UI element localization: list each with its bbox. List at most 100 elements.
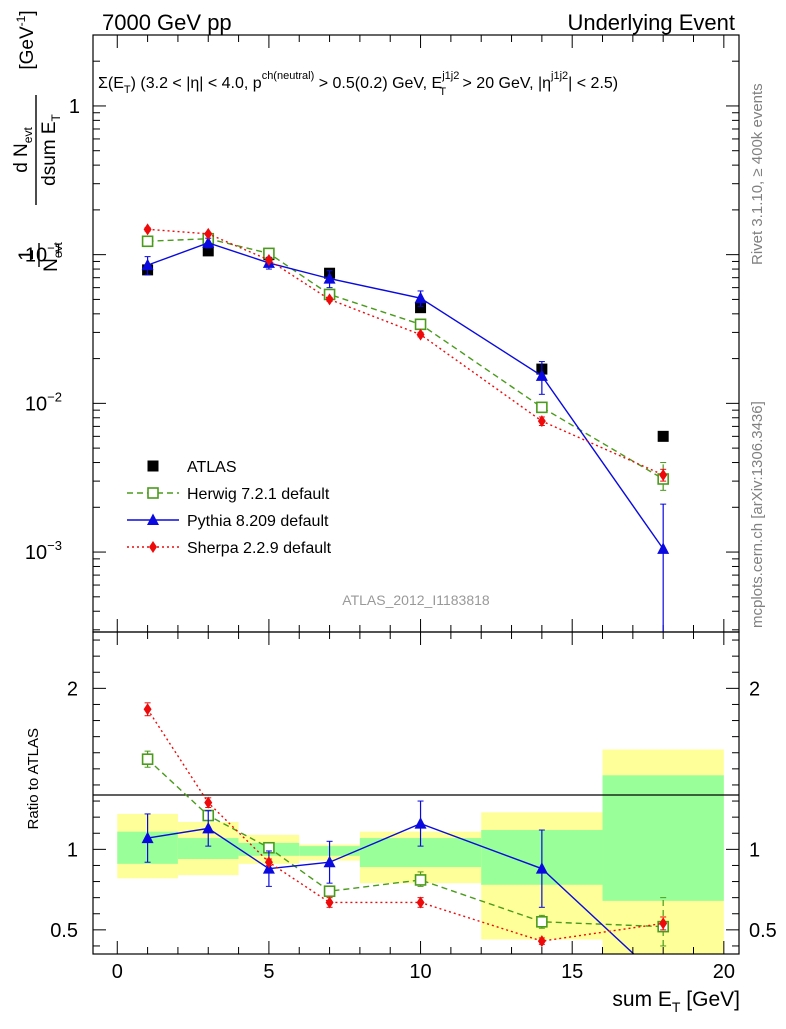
ratio-point [325, 896, 334, 909]
ratio-y-tick-label: 2 [67, 678, 78, 700]
svg-text:dsum ET: dsum ET [39, 113, 63, 185]
ratio-panel: 2 2 1 1 0.5 0.5 0 5 10 15 20 Ratio to ATLAS sum E… [25, 631, 777, 1015]
ratio-y-tick-label-right: 0.5 [749, 920, 777, 942]
title-sub-T2: T [439, 86, 446, 98]
main-point [202, 245, 214, 257]
main-point [657, 430, 669, 442]
ratio-frame [92, 631, 740, 955]
ratio-point [535, 862, 548, 874]
main-point [204, 227, 213, 240]
title-sub-T: T [124, 84, 131, 96]
legend-marker [147, 460, 159, 472]
main-title: Σ(ET) (3.2 < |η| < 4.0, pch(neutral) > 0… [98, 70, 618, 98]
ratio-bands [117, 749, 724, 954]
title-sigma: Σ(E [98, 75, 124, 92]
main-y-axis-label: 1 Nevt [15, 241, 65, 271]
ylabel-dnevt: d N [11, 143, 32, 173]
ratio-point [141, 831, 154, 844]
main-point [659, 468, 668, 481]
xlabel-text: sum E [612, 988, 672, 1011]
title-part1: ) (3.2 < |η| < 4.0, p [131, 75, 262, 92]
rivet-label: Rivet 3.1.10, ≥ 400k events [749, 83, 766, 265]
main-y-axis-unit: [GeV-1] [14, 10, 38, 69]
main-point [325, 293, 334, 306]
legend-marker [147, 513, 159, 525]
main-panel: 110−110−210−3 ATLAS_2012_I1183818 Σ(ET) … [25, 34, 740, 633]
main-point [657, 542, 670, 554]
x-tick-label: 5 [263, 961, 274, 983]
main-y-tick-label: 10−2 [25, 389, 62, 415]
ratio-point [536, 915, 548, 928]
main-series-atlas [142, 245, 669, 442]
ratio-series-sherpa [143, 702, 668, 948]
main-point [537, 415, 546, 428]
ratio-point [143, 703, 152, 716]
main-axis-ticks [93, 34, 739, 632]
x-axis-label: sum ET [GeV] [612, 988, 740, 1015]
ratio-point [204, 796, 213, 809]
main-point [536, 401, 548, 414]
ratio-point [414, 817, 427, 829]
main-series-pythia [141, 236, 670, 632]
ratio-point [264, 856, 273, 869]
ratio-point [414, 874, 427, 886]
ylabel-dsum: dsum E [39, 121, 60, 185]
main-point [143, 223, 152, 236]
svg-text:Nevt: Nevt [41, 241, 65, 271]
ratio-point [323, 855, 336, 868]
ratio-y-tick-label-right: 2 [749, 678, 760, 700]
svg-text:d Nevt: d Nevt [11, 127, 35, 173]
main-y-axis-label-2: d Nevt dsum ET [11, 95, 63, 205]
header-right: Underlying Event [567, 10, 735, 35]
legend: ATLAS Herwig 7.2.1 default Pythia 8.209 de… [127, 459, 332, 557]
ratio-axis-ticks [93, 632, 739, 954]
main-point [414, 291, 427, 304]
ylabel-unit-end: ] [17, 10, 38, 15]
ratio-point [141, 753, 154, 765]
legend-entry-pythia: Pythia 8.209 default [127, 513, 329, 530]
ylabel-unit-sup: -1 [14, 15, 28, 26]
ratio-point [659, 917, 668, 930]
title-sup-j: j1j2 [441, 70, 459, 82]
ratio-point [323, 885, 336, 898]
legend-label: Herwig 7.2.1 default [187, 486, 330, 503]
main-point [141, 258, 154, 271]
main-series-herwig [141, 232, 669, 491]
title-sup-ch: ch(neutral) [262, 70, 315, 82]
main-point [202, 236, 215, 248]
svg-text:[GeV-1]: [GeV-1] [14, 10, 38, 69]
x-tick-label: 10 [409, 961, 431, 983]
main-line [147, 238, 664, 480]
legend-entry-herwig: Herwig 7.2.1 default [127, 486, 330, 503]
legend-marker [149, 541, 157, 553]
legend-label: Sherpa 2.2.9 default [187, 540, 332, 557]
ylabel-dnevt-sub: evt [21, 127, 35, 144]
main-y-tick-labels: 1 10−1 10−2 10−3 [25, 96, 80, 564]
main-y-tick-label: 1 [69, 96, 80, 118]
ratio-point [202, 821, 215, 834]
ratio-y-axis-label: Ratio to ATLAS [25, 728, 42, 829]
main-y-tick-label: 10−1 [25, 241, 62, 267]
legend-entry-sherpa: Sherpa 2.2.9 default [127, 540, 332, 557]
ylabel-dsum-sub: T [49, 113, 63, 121]
main-point [415, 302, 427, 314]
ylabel-unit: [GeV [17, 26, 38, 70]
ratio-y-tick-label: 1 [67, 839, 78, 861]
mcplots-label: mcplots.cern.ch [arXiv:1306.3436] [749, 401, 766, 628]
main-line [147, 242, 664, 550]
title-part2: > 0.5(0.2) GeV, E [314, 75, 442, 92]
ratio-y-tick-labels: 2 2 1 1 0.5 0.5 [50, 678, 777, 942]
title-part3: > 20 GeV, |η [458, 75, 551, 92]
main-series-sherpa [143, 223, 668, 482]
ylabel-nevt: N [41, 258, 62, 272]
main-point [416, 328, 425, 341]
main-point [141, 235, 154, 248]
main-point [414, 318, 427, 331]
main-point [535, 369, 548, 381]
ratio-y-tick-label-right: 1 [749, 839, 760, 861]
main-series [141, 223, 670, 632]
ratio-point [537, 935, 546, 948]
ratio-point [416, 896, 425, 909]
main-point [264, 254, 273, 267]
